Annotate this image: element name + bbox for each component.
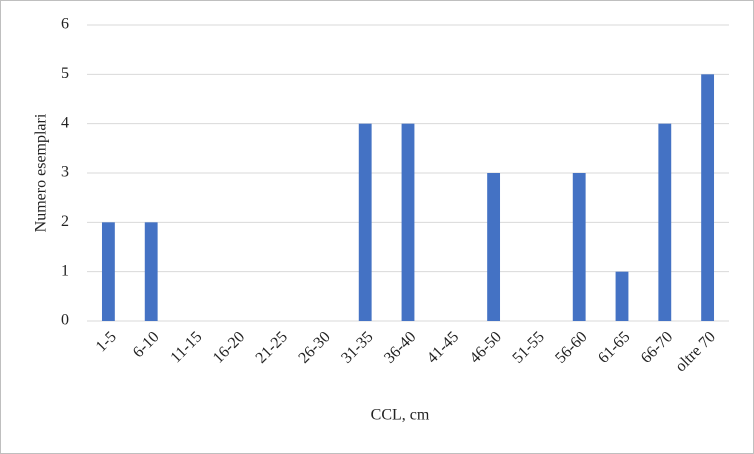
y-tick-label: 3 [61,164,69,181]
bar [144,222,158,321]
y-tick-label: 0 [61,312,69,329]
y-tick-label: 4 [61,114,69,131]
y-tick-label: 2 [61,213,69,230]
bar [615,271,629,321]
bar [572,173,586,321]
y-axis-label: Numero esemplari [33,113,50,232]
x-axis-label: CCL, cm [371,407,430,424]
bar [658,123,672,322]
bar [358,123,372,322]
bar [401,123,415,322]
bar [701,74,715,321]
bar [101,222,115,321]
y-tick-label: 5 [61,65,69,82]
y-tick-label: 6 [61,16,69,33]
y-tick-label: 1 [61,262,69,279]
bar [487,173,501,321]
